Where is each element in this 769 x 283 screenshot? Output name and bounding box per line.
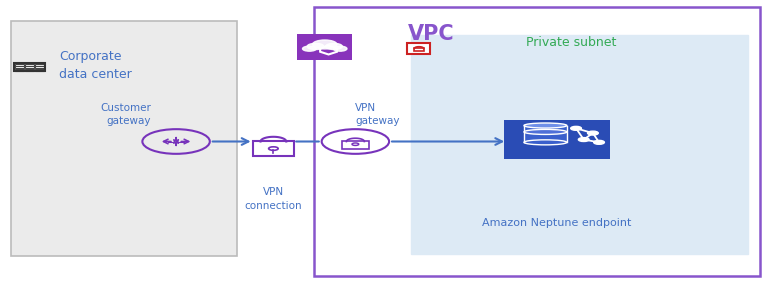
FancyBboxPatch shape — [297, 34, 352, 60]
Ellipse shape — [524, 123, 567, 128]
FancyBboxPatch shape — [253, 141, 294, 156]
Text: Private subnet: Private subnet — [526, 36, 617, 48]
FancyBboxPatch shape — [35, 64, 44, 66]
Circle shape — [571, 127, 581, 130]
Text: VPN
connection: VPN connection — [245, 187, 302, 211]
FancyBboxPatch shape — [35, 67, 44, 68]
FancyBboxPatch shape — [15, 69, 24, 71]
FancyBboxPatch shape — [35, 69, 44, 71]
FancyBboxPatch shape — [25, 69, 34, 71]
Circle shape — [594, 140, 604, 144]
Circle shape — [588, 131, 598, 135]
Bar — [524, 126, 567, 142]
FancyBboxPatch shape — [11, 21, 237, 256]
FancyBboxPatch shape — [314, 7, 760, 276]
Text: Corporate
data center: Corporate data center — [59, 50, 131, 81]
Ellipse shape — [524, 129, 567, 134]
Ellipse shape — [524, 140, 567, 145]
FancyBboxPatch shape — [408, 43, 431, 54]
Circle shape — [307, 43, 324, 50]
Circle shape — [325, 43, 342, 50]
Circle shape — [333, 46, 347, 51]
Text: VPN
gateway: VPN gateway — [355, 103, 400, 127]
FancyBboxPatch shape — [411, 35, 748, 254]
FancyBboxPatch shape — [25, 64, 34, 66]
FancyBboxPatch shape — [15, 64, 24, 66]
FancyBboxPatch shape — [342, 141, 368, 149]
Circle shape — [302, 46, 316, 51]
FancyBboxPatch shape — [414, 48, 424, 52]
Text: Customer
gateway: Customer gateway — [100, 103, 151, 127]
FancyBboxPatch shape — [15, 67, 24, 68]
FancyBboxPatch shape — [504, 120, 610, 159]
FancyBboxPatch shape — [25, 67, 34, 68]
Circle shape — [312, 40, 337, 49]
Circle shape — [578, 138, 589, 142]
Text: Amazon Neptune endpoint: Amazon Neptune endpoint — [482, 218, 631, 228]
Text: VPC: VPC — [408, 23, 454, 44]
